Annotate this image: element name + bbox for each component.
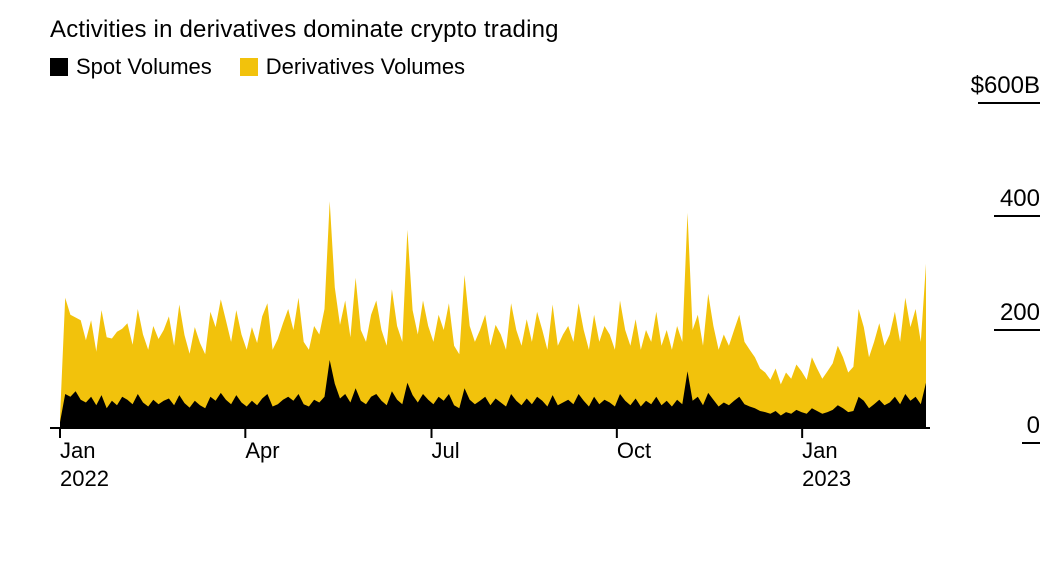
x-tick-label: Apr (245, 438, 279, 464)
x-tick: Jan2022 (60, 438, 109, 493)
x-tick: Apr (245, 438, 279, 464)
y-axis: $600B4002000 (930, 88, 1040, 428)
x-tick-label: Jan (60, 438, 109, 464)
y-tick-underline (994, 215, 1040, 217)
legend-item-spot: Spot Volumes (50, 54, 212, 80)
legend-swatch-derivatives (240, 58, 258, 76)
legend-label-spot: Spot Volumes (76, 54, 212, 80)
legend-swatch-spot (50, 58, 68, 76)
x-tick-year: 2023 (802, 466, 851, 492)
y-tick-label: $600B (930, 74, 1040, 98)
y-tick: $600B (930, 74, 1040, 104)
y-tick: 400 (930, 187, 1040, 217)
x-tick: Oct (617, 438, 651, 464)
legend: Spot Volumes Derivatives Volumes (50, 54, 1061, 80)
chart-title: Activities in derivatives dominate crypt… (50, 16, 1061, 44)
legend-item-derivatives: Derivatives Volumes (240, 54, 465, 80)
x-tick-label: Oct (617, 438, 651, 464)
x-tick-label: Jan (802, 438, 851, 464)
x-axis: Jan2022AprJulOctJan2023 (50, 428, 1040, 498)
chart-area: $600B4002000 (50, 88, 1040, 428)
series-derivatives (60, 201, 926, 428)
y-tick-underline (978, 102, 1040, 104)
x-tick: Jul (432, 438, 460, 464)
y-tick-underline (994, 329, 1040, 331)
legend-label-derivatives: Derivatives Volumes (266, 54, 465, 80)
y-tick-label: 400 (930, 187, 1040, 211)
y-tick-label: 200 (930, 301, 1040, 325)
chart-container: Activities in derivatives dominate crypt… (0, 0, 1061, 562)
y-tick: 200 (930, 301, 1040, 331)
plot-svg (50, 88, 930, 448)
x-tick: Jan2023 (802, 438, 851, 493)
x-tick-label: Jul (432, 438, 460, 464)
x-tick-year: 2022 (60, 466, 109, 492)
